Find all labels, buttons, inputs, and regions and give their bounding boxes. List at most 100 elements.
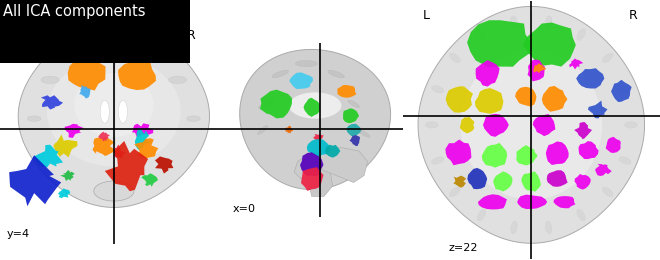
Polygon shape xyxy=(105,141,148,191)
Polygon shape xyxy=(475,88,504,114)
Ellipse shape xyxy=(603,53,613,63)
Polygon shape xyxy=(517,194,547,209)
Polygon shape xyxy=(446,86,473,113)
Polygon shape xyxy=(446,140,471,165)
Ellipse shape xyxy=(545,16,552,29)
Polygon shape xyxy=(546,141,569,165)
Polygon shape xyxy=(41,95,63,109)
Polygon shape xyxy=(542,86,568,112)
Text: R: R xyxy=(629,9,638,22)
Polygon shape xyxy=(132,123,153,137)
Ellipse shape xyxy=(619,86,631,93)
Polygon shape xyxy=(523,23,576,67)
Text: z=22: z=22 xyxy=(449,243,478,253)
Polygon shape xyxy=(68,55,106,90)
Ellipse shape xyxy=(477,209,486,221)
Polygon shape xyxy=(467,20,532,67)
Ellipse shape xyxy=(272,70,288,78)
Polygon shape xyxy=(575,174,591,190)
Polygon shape xyxy=(533,114,555,136)
Polygon shape xyxy=(569,58,583,69)
Polygon shape xyxy=(32,145,63,168)
Polygon shape xyxy=(533,63,546,73)
Polygon shape xyxy=(482,143,507,168)
Polygon shape xyxy=(343,108,359,123)
Ellipse shape xyxy=(74,73,154,137)
Polygon shape xyxy=(18,25,209,207)
Polygon shape xyxy=(546,170,568,187)
Polygon shape xyxy=(493,171,512,192)
Polygon shape xyxy=(60,170,75,181)
Ellipse shape xyxy=(73,47,91,54)
Polygon shape xyxy=(574,122,592,139)
Polygon shape xyxy=(135,127,150,149)
Polygon shape xyxy=(308,165,333,197)
Ellipse shape xyxy=(187,116,201,121)
Ellipse shape xyxy=(511,221,517,234)
Polygon shape xyxy=(301,167,323,191)
Ellipse shape xyxy=(100,100,110,123)
Polygon shape xyxy=(554,196,576,208)
Polygon shape xyxy=(9,155,61,206)
Ellipse shape xyxy=(477,29,486,40)
Polygon shape xyxy=(300,152,323,176)
Ellipse shape xyxy=(102,39,125,48)
Ellipse shape xyxy=(432,157,444,164)
Ellipse shape xyxy=(296,61,317,67)
Polygon shape xyxy=(79,85,90,99)
Polygon shape xyxy=(478,194,507,210)
Polygon shape xyxy=(64,124,84,138)
Ellipse shape xyxy=(511,16,517,29)
Polygon shape xyxy=(92,137,115,156)
Ellipse shape xyxy=(619,157,631,164)
Polygon shape xyxy=(576,68,605,88)
Ellipse shape xyxy=(94,181,134,201)
Ellipse shape xyxy=(27,116,41,121)
Polygon shape xyxy=(53,134,77,157)
Ellipse shape xyxy=(118,100,127,123)
Polygon shape xyxy=(325,145,341,158)
Polygon shape xyxy=(516,145,538,166)
Text: x=0: x=0 xyxy=(233,204,256,214)
Polygon shape xyxy=(349,135,360,146)
Ellipse shape xyxy=(461,50,602,199)
Polygon shape xyxy=(260,90,292,119)
Polygon shape xyxy=(527,60,545,81)
Polygon shape xyxy=(460,117,475,133)
Polygon shape xyxy=(606,137,621,153)
Polygon shape xyxy=(141,173,158,187)
Polygon shape xyxy=(289,72,313,89)
Polygon shape xyxy=(98,132,110,141)
Polygon shape xyxy=(418,6,645,243)
Ellipse shape xyxy=(60,40,77,47)
Ellipse shape xyxy=(425,122,438,128)
Polygon shape xyxy=(521,171,541,192)
Ellipse shape xyxy=(47,57,181,166)
Polygon shape xyxy=(314,134,324,140)
Ellipse shape xyxy=(603,187,613,197)
Polygon shape xyxy=(58,188,70,198)
Ellipse shape xyxy=(168,76,187,83)
Polygon shape xyxy=(595,164,612,176)
Polygon shape xyxy=(588,101,607,119)
Polygon shape xyxy=(285,126,293,134)
Ellipse shape xyxy=(358,130,370,137)
Ellipse shape xyxy=(259,99,274,109)
Polygon shape xyxy=(611,80,632,102)
Ellipse shape xyxy=(289,92,341,119)
Ellipse shape xyxy=(328,70,345,78)
Text: R: R xyxy=(187,29,195,42)
Polygon shape xyxy=(118,59,156,90)
Ellipse shape xyxy=(624,122,638,128)
Ellipse shape xyxy=(348,100,360,107)
Text: L: L xyxy=(14,29,20,42)
Ellipse shape xyxy=(449,187,460,197)
Polygon shape xyxy=(453,176,466,188)
Polygon shape xyxy=(467,168,487,189)
Polygon shape xyxy=(515,87,537,107)
Text: All ICA components: All ICA components xyxy=(3,4,146,19)
Polygon shape xyxy=(476,60,500,87)
Polygon shape xyxy=(294,147,368,183)
Ellipse shape xyxy=(41,76,59,83)
Ellipse shape xyxy=(545,221,552,234)
